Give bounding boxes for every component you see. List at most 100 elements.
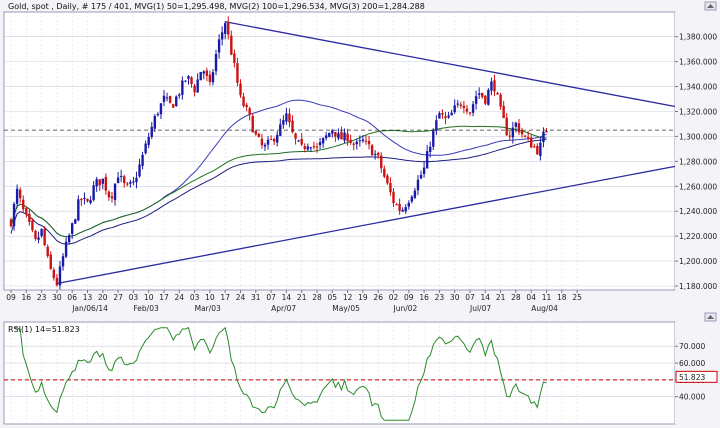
candle-down — [22, 199, 25, 210]
candle-down — [395, 204, 398, 206]
candle-down — [227, 22, 230, 35]
candle-up — [15, 188, 19, 204]
date-tick-label: 16 — [419, 293, 429, 302]
rsi-collapse-icon[interactable] — [704, 312, 717, 322]
y-tick-label: 1,260.000 — [679, 182, 717, 191]
ma200-line — [10, 138, 547, 245]
date-tick-label: 09 — [6, 293, 16, 302]
candle-up — [471, 104, 475, 113]
date-tick-label: 25 — [572, 293, 582, 302]
month-label: Jan/06/14 — [71, 304, 108, 313]
candle-down — [312, 146, 316, 148]
candle-up — [150, 126, 153, 137]
candle-up — [144, 143, 147, 154]
candle-up — [422, 167, 426, 175]
candle-down — [392, 191, 395, 204]
date-tick-label: 19 — [358, 293, 368, 302]
candle-down — [496, 92, 499, 95]
candle-up — [101, 178, 104, 184]
candle-down — [459, 104, 463, 107]
candle-down — [533, 146, 536, 148]
date-tick-label: 30 — [450, 293, 460, 302]
candle-down — [260, 138, 264, 146]
candle-down — [481, 92, 484, 97]
candle-up — [153, 115, 157, 129]
candle-down — [242, 96, 245, 107]
date-tick-label: 14 — [481, 293, 491, 302]
candle-down — [315, 146, 319, 148]
month-label: Apr/07 — [271, 304, 296, 313]
candle-up — [89, 199, 92, 203]
candle-down — [168, 95, 172, 103]
candle-up — [181, 80, 184, 95]
date-tick-label: 07 — [266, 293, 276, 302]
candle-up — [401, 209, 404, 212]
candle-up — [331, 130, 334, 134]
candle-down — [386, 175, 389, 184]
candle-up — [419, 174, 423, 179]
date-tick-label: 13 — [83, 293, 93, 302]
candle-down — [126, 183, 129, 185]
date-axis: 09 16 23 30 06 13 20 27 03 10 17 24 03 10 17 24 31 07 14 21… — [6, 290, 582, 313]
candle-up — [71, 223, 74, 234]
candle-up — [321, 137, 325, 144]
candle-up — [285, 113, 288, 122]
month-label: Feb/03 — [133, 304, 159, 313]
candle-down — [444, 116, 447, 119]
collapse-panel-icon[interactable] — [704, 1, 717, 11]
candle-down — [28, 213, 31, 222]
candle-up — [83, 197, 86, 199]
y-tick-label: 1,180.000 — [679, 282, 717, 291]
date-tick-label: 18 — [557, 293, 567, 302]
candle-down — [364, 140, 368, 142]
candle-up — [217, 39, 221, 53]
candle-up — [343, 132, 346, 141]
candle-up — [64, 241, 68, 257]
candle-up — [514, 122, 518, 127]
candle-down — [257, 133, 261, 137]
rsi-panel[interactable] — [3, 321, 676, 425]
rsi-last-label: 51.823 — [679, 373, 705, 382]
candle-down — [272, 138, 276, 142]
candle-up — [318, 142, 322, 146]
candle-up — [224, 23, 227, 34]
candle-down — [18, 189, 22, 199]
month-label: Jun/02 — [393, 304, 418, 313]
candle-down — [245, 104, 248, 108]
trendline — [225, 21, 676, 108]
candle-up — [129, 181, 132, 184]
candle-down — [398, 204, 401, 211]
month-label: Mar/03 — [195, 304, 221, 313]
date-tick-label: 02 — [389, 293, 399, 302]
rsi-series — [14, 326, 547, 421]
candle-down — [233, 53, 236, 63]
candle-up — [159, 103, 163, 115]
candle-up — [95, 179, 98, 187]
rsi-tick-label: 70.000 — [679, 342, 705, 351]
rsi-grid — [4, 322, 675, 424]
candle-down — [370, 145, 374, 156]
candle-up — [438, 113, 441, 119]
date-tick-label: 10 — [144, 293, 154, 302]
price-axis — [675, 12, 718, 290]
rsi-tick-label: 40.000 — [679, 393, 705, 402]
date-tick-label: 16 — [22, 293, 32, 302]
candle-up — [404, 207, 407, 212]
date-tick-label: 31 — [251, 293, 261, 302]
price-panel[interactable] — [3, 11, 676, 291]
candle-down — [465, 108, 469, 112]
date-tick-label: 21 — [297, 293, 307, 302]
y-tick-label: 1,300.000 — [679, 132, 717, 141]
candle-up — [490, 81, 493, 91]
date-tick-label: 04 — [526, 293, 536, 302]
price-axis-ticks: 1,380.000 1,360.000 1,340.000 1,320.000 1,30… — [675, 33, 717, 291]
candle-up — [132, 181, 135, 183]
candle-up — [358, 140, 362, 142]
candle-down — [52, 269, 56, 278]
candle-up — [416, 179, 420, 191]
date-tick-label: 23 — [435, 293, 445, 302]
date-tick-label: 21 — [496, 293, 506, 302]
candle-up — [220, 32, 224, 40]
